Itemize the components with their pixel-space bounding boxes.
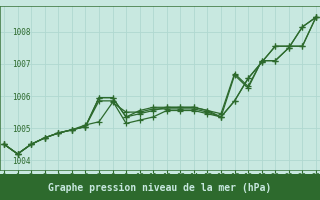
Text: Graphe pression niveau de la mer (hPa): Graphe pression niveau de la mer (hPa): [48, 183, 272, 193]
